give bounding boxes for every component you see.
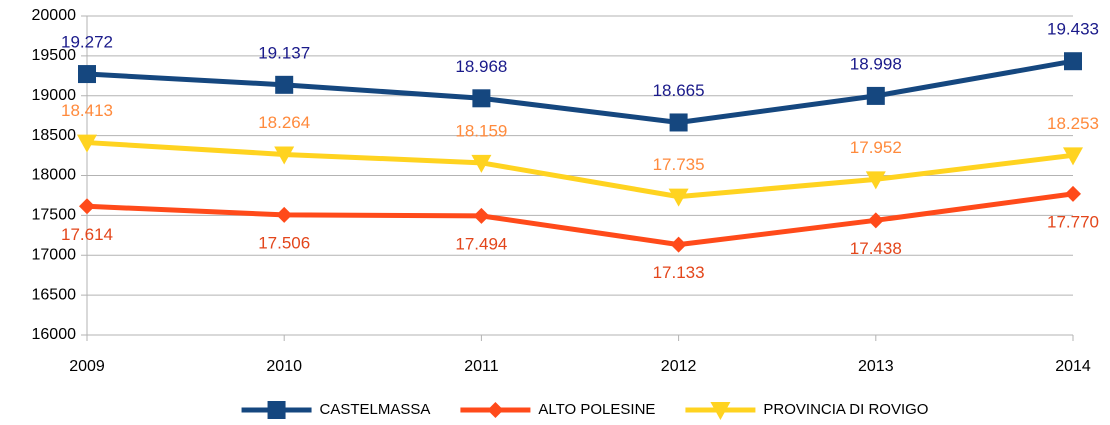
marker <box>276 206 293 223</box>
legend-label: ALTO POLESINE <box>538 401 655 418</box>
marker <box>473 207 490 224</box>
value-label: 19.137 <box>258 43 310 62</box>
value-label: 17.133 <box>653 263 705 282</box>
value-label: 18.998 <box>850 54 902 73</box>
marker <box>865 171 886 190</box>
x-tick-label: 2009 <box>69 358 105 375</box>
value-label: 18.264 <box>258 113 310 132</box>
legend-label: CASTELMASSA <box>320 401 431 418</box>
marker <box>867 212 884 229</box>
x-tick-label: 2013 <box>858 358 894 375</box>
marker <box>78 65 96 84</box>
x-tick-label: 2014 <box>1055 358 1091 375</box>
series-line <box>86 191 1074 248</box>
marker <box>79 198 95 215</box>
value-label: 17.952 <box>850 138 902 157</box>
value-label: 17.614 <box>61 225 113 244</box>
marker <box>472 89 491 108</box>
value-label: 17.506 <box>258 233 310 252</box>
y-tick-label: 18500 <box>32 127 77 144</box>
marker <box>670 236 687 253</box>
marker <box>274 146 295 165</box>
value-label: 19.433 <box>1047 20 1099 39</box>
x-tick-label: 2010 <box>266 358 302 375</box>
y-tick-label: 16500 <box>32 286 77 303</box>
marker <box>1065 185 1081 202</box>
value-label: 18.413 <box>61 101 113 120</box>
y-tick-label: 17500 <box>32 207 77 224</box>
marker <box>668 188 689 207</box>
value-label: 18.968 <box>455 57 507 76</box>
marker <box>866 86 885 105</box>
y-tick-label: 20000 <box>32 7 77 24</box>
value-label: 17.770 <box>1047 212 1099 231</box>
value-label: 17.438 <box>850 239 902 258</box>
y-tick-label: 18000 <box>32 167 77 184</box>
marker <box>669 113 688 132</box>
value-label: 18.665 <box>653 81 705 100</box>
marker <box>1063 147 1083 166</box>
marker <box>275 75 294 94</box>
value-label: 18.159 <box>455 121 507 140</box>
legend: CASTELMASSA ALTO POLESINE PROVINCIA DI ROV… <box>241 401 928 420</box>
series-line <box>86 140 1074 200</box>
y-tick-label: 16000 <box>32 326 77 343</box>
value-label: 19.272 <box>61 33 113 52</box>
y-tick-label: 17000 <box>32 246 77 263</box>
x-tick-label: 2012 <box>661 358 697 375</box>
marker <box>77 134 97 153</box>
y-tick-label: 19500 <box>32 47 77 64</box>
value-label: 17.735 <box>653 155 705 174</box>
marker <box>267 401 286 419</box>
marker <box>1064 52 1082 71</box>
marker <box>487 402 504 418</box>
x-tick-label: 2011 <box>464 358 499 375</box>
y-tick-label: 19000 <box>32 87 77 104</box>
marker <box>710 402 731 420</box>
value-label: 18.253 <box>1047 114 1099 133</box>
marker <box>471 154 492 173</box>
value-label: 17.494 <box>455 234 507 253</box>
legend-label: PROVINCIA DI ROVIGO <box>763 401 928 418</box>
series-line <box>86 58 1074 125</box>
